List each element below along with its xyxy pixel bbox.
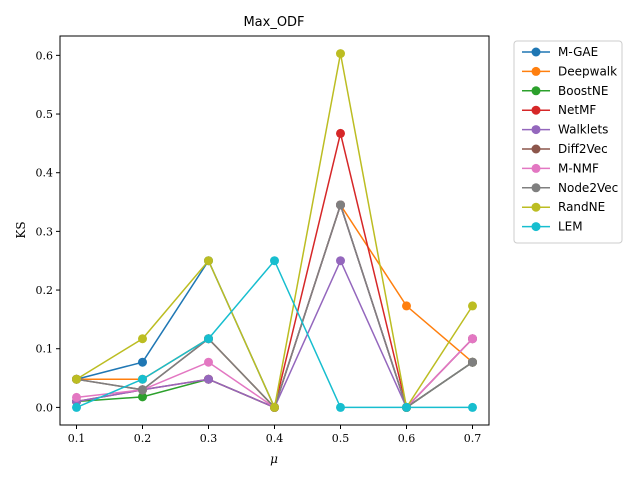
x-tick-label: 0.5 <box>332 432 350 445</box>
data-point-m-nmf <box>204 357 213 367</box>
legend-label-boostne: BoostNE <box>558 84 608 98</box>
legend-item-boostne: BoostNE <box>522 84 608 98</box>
legend-item-m-nmf: M-NMF <box>522 161 599 175</box>
legend-marker-m-gae <box>531 47 541 57</box>
series-line-deepwalk <box>76 203 473 409</box>
legend-label-randne: RandNE <box>558 200 605 214</box>
series-m-nmf <box>72 200 477 412</box>
y-tick-label: 0.3 <box>36 225 54 238</box>
data-point-walklets <box>336 256 345 266</box>
data-point-randne <box>336 49 345 59</box>
data-point-lem <box>468 402 477 412</box>
y-tick-label: 0.4 <box>36 167 54 180</box>
series-m-gae <box>72 200 477 412</box>
data-point-boostne <box>138 392 147 402</box>
legend-item-deepwalk: Deepwalk <box>522 64 617 78</box>
data-point-node2vec <box>336 200 345 210</box>
data-point-lem <box>270 256 279 266</box>
y-tick-label: 0.0 <box>36 401 54 414</box>
y-tick-label: 0.2 <box>36 284 54 297</box>
legend-marker-diff2vec <box>531 144 541 154</box>
legend-item-netmf: NetMF <box>522 103 596 117</box>
series-line-diff2vec <box>76 202 473 409</box>
legend-item-walklets: Walklets <box>522 123 608 137</box>
data-point-randne <box>72 374 81 384</box>
data-point-randne <box>138 334 147 344</box>
legend-label-walklets: Walklets <box>558 123 608 137</box>
y-tick-label: 0.6 <box>36 49 54 62</box>
legend-marker-randne <box>531 202 541 212</box>
data-point-node2vec <box>468 357 477 367</box>
series-boostne <box>72 200 477 412</box>
legend-marker-boostne <box>531 86 541 96</box>
series-line-m-gae <box>76 202 473 410</box>
data-point-lem <box>204 334 213 344</box>
data-point-randne <box>204 256 213 266</box>
legend-item-lem: LEM <box>522 220 583 234</box>
series-randne <box>72 49 477 412</box>
x-tick-label: 0.7 <box>464 432 482 445</box>
legend-label-m-nmf: M-NMF <box>558 161 599 175</box>
legend-label-lem: LEM <box>558 220 583 234</box>
x-tick-label: 0.1 <box>68 432 86 445</box>
legend-item-randne: RandNE <box>522 200 605 214</box>
x-axis-label: μ <box>270 452 278 466</box>
legend-label-node2vec: Node2Vec <box>558 181 618 195</box>
legend-marker-lem <box>531 222 541 232</box>
series-line-lem <box>76 259 473 409</box>
series-lem <box>72 256 477 412</box>
x-tick-label: 0.3 <box>200 432 218 445</box>
legend-label-deepwalk: Deepwalk <box>558 64 617 78</box>
series-line-netmf <box>76 133 474 409</box>
x-tick-label: 0.6 <box>398 432 416 445</box>
series-deepwalk <box>72 200 477 412</box>
legend-label-diff2vec: Diff2Vec <box>558 142 608 156</box>
data-point-lem <box>402 402 411 412</box>
y-axis-label: KS <box>14 221 28 238</box>
series-line-walklets <box>76 258 474 409</box>
series-line-randne <box>76 53 474 410</box>
data-point-walklets <box>204 374 213 384</box>
data-point-m-nmf <box>468 334 477 344</box>
legend-marker-netmf <box>531 105 541 115</box>
data-point-node2vec <box>138 385 147 395</box>
legend-item-diff2vec: Diff2Vec <box>522 142 608 156</box>
chart-title: Max_ODF <box>243 15 304 30</box>
series-layer <box>72 49 477 412</box>
data-point-m-nmf <box>72 392 81 402</box>
series-line-boostne <box>76 202 473 409</box>
legend-item-node2vec: Node2Vec <box>522 181 618 195</box>
x-tick-label: 0.4 <box>266 432 284 445</box>
data-point-deepwalk <box>402 301 411 311</box>
y-tick-label: 0.1 <box>36 343 54 356</box>
legend-item-m-gae: M-GAE <box>522 45 598 59</box>
legend-marker-node2vec <box>531 183 541 193</box>
series-line-m-nmf <box>76 202 474 409</box>
legend-marker-deepwalk <box>531 66 541 76</box>
data-point-netmf <box>336 128 345 138</box>
series-node2vec <box>72 200 477 412</box>
y-axis: 0.0 0.1 0.2 0.3 0.4 0.5 0.6 <box>36 49 60 414</box>
data-point-lem <box>336 402 345 412</box>
data-point-m-gae <box>138 357 147 367</box>
data-point-randne <box>270 402 279 412</box>
series-netmf <box>72 128 477 412</box>
data-point-lem <box>72 402 81 412</box>
x-tick-label: 0.2 <box>134 432 152 445</box>
legend-marker-m-nmf <box>531 163 541 173</box>
series-diff2vec <box>72 200 477 412</box>
data-point-randne <box>468 301 477 311</box>
x-axis: 0.1 0.2 0.3 0.4 0.5 0.6 0.7 <box>68 425 482 445</box>
data-point-lem <box>138 374 147 384</box>
y-tick-label: 0.5 <box>36 108 54 121</box>
legend-label-netmf: NetMF <box>558 103 596 117</box>
legend-marker-walklets <box>531 125 541 135</box>
series-line-node2vec <box>76 202 473 409</box>
legend-label-m-gae: M-GAE <box>558 45 598 59</box>
legend: M-GAE Deepwalk BoostNE NetMF Walklets Diff2Ve… <box>513 40 623 244</box>
